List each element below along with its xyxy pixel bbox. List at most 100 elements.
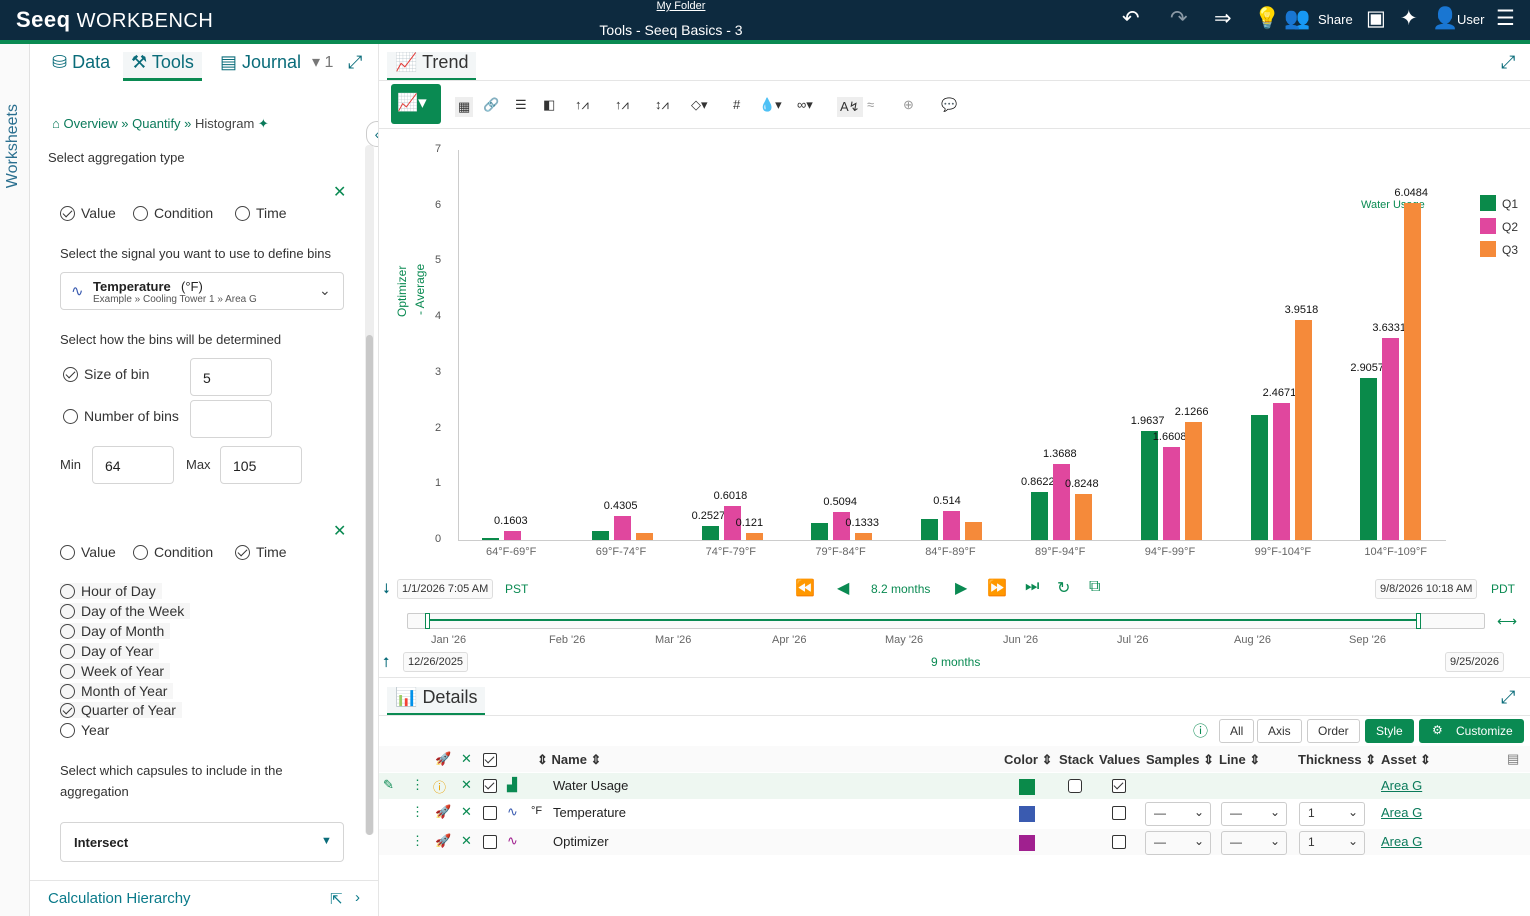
color-swatch[interactable] [1019,806,1035,822]
redo-icon[interactable]: ↷ [1170,7,1188,30]
bar-q3-4[interactable] [965,521,983,540]
undo-icon[interactable]: ↶ [1122,7,1140,30]
info-icon[interactable]: ⓘ [1193,723,1209,740]
bar-q1-1[interactable] [591,530,609,540]
zoom-range-icon[interactable]: ⟷ [1497,613,1518,629]
axis-button[interactable]: Axis [1257,719,1302,743]
agg1-time-radio[interactable]: Time [235,205,287,221]
row-name[interactable]: Optimizer [553,834,609,849]
hamburger-menu-icon[interactable]: ☰ [1496,7,1515,30]
axis-up-icon[interactable]: ↑⩘ [615,97,629,112]
warning-icon[interactable]: ⓘ [433,780,447,795]
values-checkbox[interactable] [1112,779,1126,793]
arrow-up-icon[interactable]: ⭡ [383,654,390,670]
range-slider-handle-right[interactable] [1416,613,1421,629]
rocket-icon[interactable]: 🚀 [435,804,452,819]
layout-icon[interactable]: ▣ [1366,7,1386,30]
left-scrollbar[interactable] [365,145,374,835]
refresh-icon[interactable]: ↻ [1057,580,1071,597]
bar-q2-0[interactable] [504,531,521,540]
col-thickness[interactable]: Thickness ⇕ [1298,752,1377,767]
tab-data[interactable]: ⛁ Data [52,52,111,72]
step-back-icon[interactable]: ◀ [837,580,850,597]
bookmark-icon[interactable]: ◧ [543,97,556,112]
worksheets-label[interactable]: Worksheets [4,104,21,189]
bar-q2-7[interactable] [1272,402,1290,540]
comment-icon[interactable]: 💬 [941,97,958,112]
tab-journal[interactable]: ▤ Journal [220,52,302,72]
bar-q1-7[interactable] [1250,414,1268,540]
tab-trend[interactable]: 📈 Trend [387,52,477,81]
time-bin-option[interactable]: Day of Month [60,623,171,639]
user-icon[interactable]: 👤 [1432,7,1459,30]
home-icon[interactable]: ⌂ [52,116,60,131]
col-color[interactable]: Color ⇕ [1004,752,1053,767]
expand-icon[interactable]: ⤢ [348,52,363,72]
axis-align-icon[interactable]: ↑⩘ [575,97,589,112]
tab-tools[interactable]: ⚒ Tools [123,52,202,81]
kebab-menu-icon[interactable]: ⋮ [411,777,424,792]
asset-link[interactable]: Area G [1381,834,1423,849]
start-timezone[interactable]: PST [505,582,529,596]
maximize-icon[interactable]: ⤢ [1501,52,1516,72]
col-name[interactable]: ⇕ Name ⇕ [537,752,602,767]
bar-q2-3[interactable] [833,511,851,540]
end-timezone[interactable]: PDT [1491,582,1515,596]
step-forward-icon[interactable]: ▶ [955,580,968,597]
row-checkbox[interactable] [483,835,497,849]
number-of-bins-radio[interactable]: Number of bins [63,408,179,424]
tag-icon[interactable]: ◇▾ [691,97,708,112]
user-menu[interactable]: User [1457,12,1485,27]
order-button[interactable]: Order [1307,719,1360,743]
range-duration[interactable]: 9 months [931,655,981,669]
lanes-icon[interactable]: ☰ [515,97,527,112]
bar-q2-4[interactable] [943,511,961,540]
thickness-dropdown[interactable]: 1 ⌄ [1299,831,1365,855]
range-slider-track[interactable] [407,613,1485,629]
col-line[interactable]: Line ⇕ [1219,752,1261,767]
size-of-bin-input[interactable]: 5 [190,358,272,396]
rocket-icon[interactable]: 🚀 [435,833,452,848]
rocket-icon[interactable]: 🚀 [435,751,452,766]
kebab-menu-icon[interactable]: ⋮ [411,833,424,848]
add-user-icon[interactable]: 👥 [1284,7,1311,30]
skip-to-end-icon[interactable]: ⏭ [1025,578,1040,595]
bar-q1-4[interactable] [921,518,939,540]
samples-dropdown[interactable]: — ⌄ [1145,831,1211,855]
time-bin-option[interactable]: Hour of Day [60,583,162,599]
line-dropdown[interactable]: — ⌄ [1221,802,1287,826]
axis-scale-icon[interactable]: ↕⩘ [655,97,669,112]
bar-q1-0[interactable] [482,538,499,540]
bar-q2-1[interactable] [613,516,631,540]
bar-q1-8[interactable] [1360,378,1378,540]
sparkle-icon[interactable]: ✦ [257,116,269,131]
table-row[interactable]: ⋮ 🚀 ✕ ∿ Optimizer — ⌄ — ⌄ 1 ⌄ Area G [379,829,1530,855]
table-icon[interactable]: ▦ [455,97,474,117]
stack-checkbox[interactable] [1068,779,1082,793]
bar-q2-5[interactable] [1053,463,1070,540]
line-dropdown[interactable]: — ⌄ [1221,831,1287,855]
sparkle-icon[interactable]: ✦ [1400,7,1418,30]
zoom-icon[interactable]: ⊕ [903,97,914,112]
close-icon[interactable]: ✕ [333,523,347,540]
capsule-mode-select[interactable]: Intersect ▼ [60,822,344,862]
agg2-condition-radio[interactable]: Condition [133,544,213,560]
bar-q2-8[interactable] [1382,337,1400,540]
maximize-details-icon[interactable]: ⤢ [1501,687,1516,707]
remove-all-icon[interactable]: ✕ [461,751,472,766]
time-bin-option[interactable]: Day of the Week [60,603,191,619]
bar-q1-2[interactable] [701,525,719,540]
row-name[interactable]: Temperature [553,805,626,820]
customize-button[interactable]: ⚙ Customize [1419,719,1524,743]
end-time[interactable]: 9/8/2026 10:18 AM [1375,579,1478,599]
remove-icon[interactable]: ✕ [461,804,472,819]
values-checkbox[interactable] [1112,835,1126,849]
row-checkbox[interactable] [483,779,497,793]
values-checkbox[interactable] [1112,806,1126,820]
curve-icon[interactable]: ≈ [867,97,875,112]
asset-link[interactable]: Area G [1381,778,1423,793]
time-bin-option[interactable]: Year [60,722,115,738]
bar-q3-8[interactable] [1404,203,1422,540]
labels-icon[interactable]: A↯ [837,97,863,117]
tab-details[interactable]: 📊 Details [387,687,486,716]
